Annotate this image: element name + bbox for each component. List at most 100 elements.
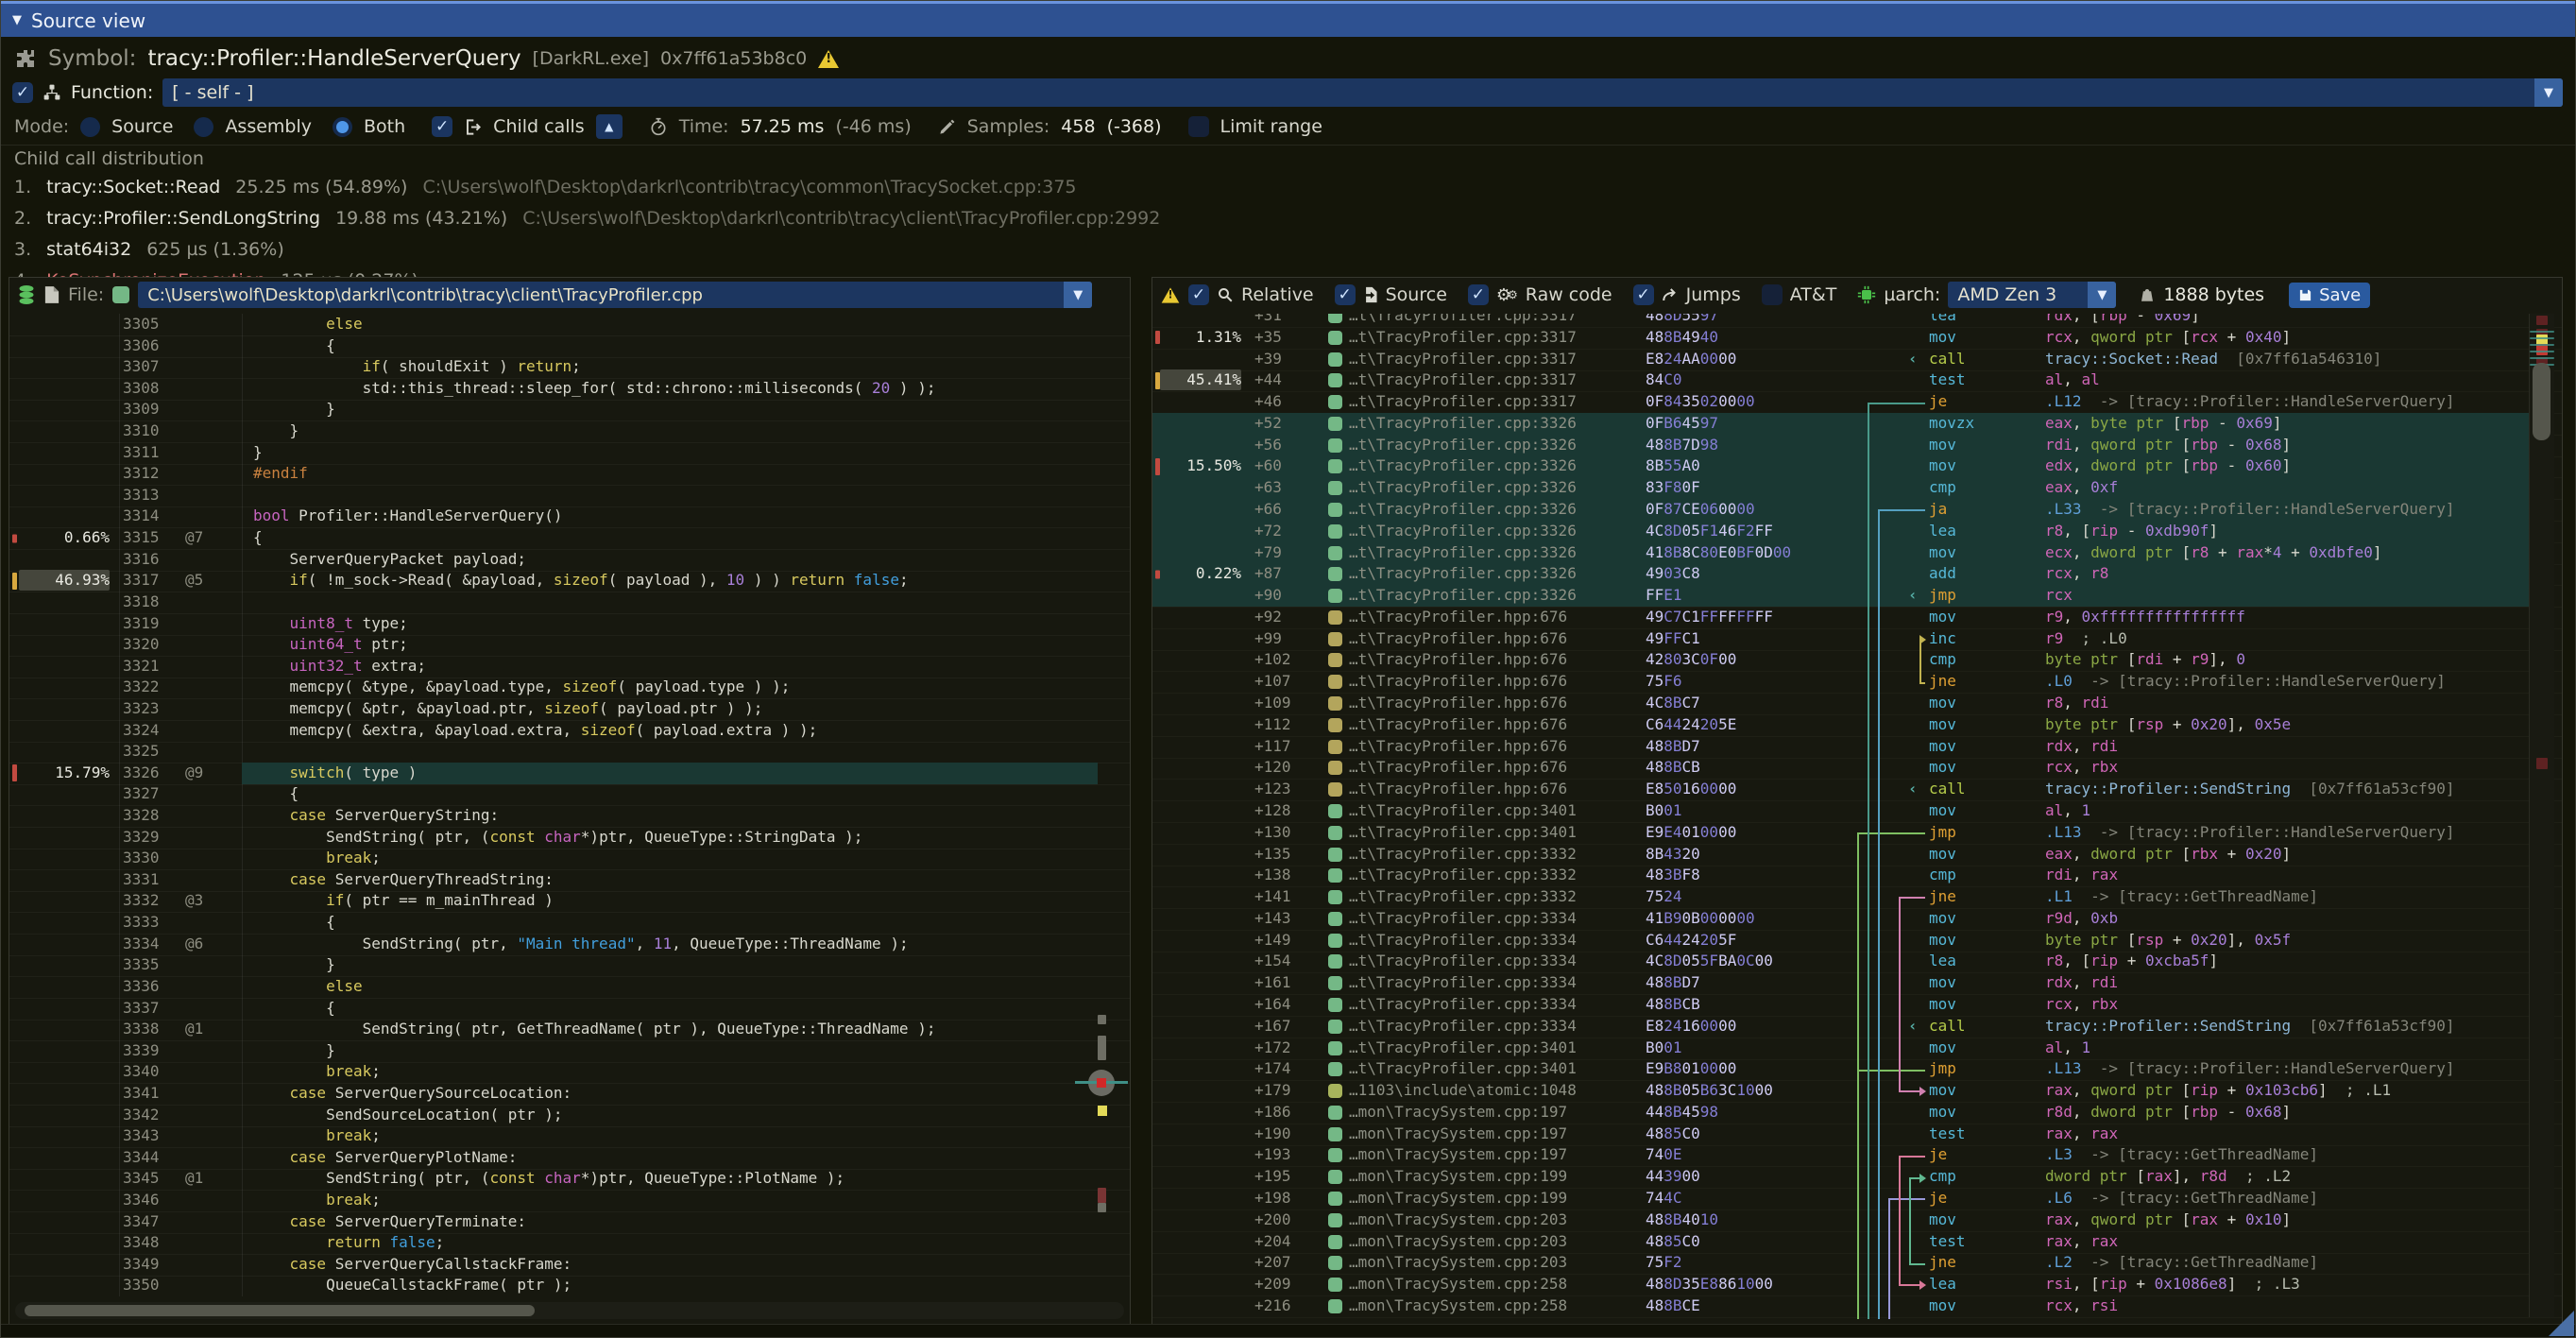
asm-row[interactable]: 45.41% +44 …t\TracyProfiler.cpp:3317 84C0 te…: [1152, 369, 2562, 393]
save-button[interactable]: Save: [2289, 282, 2371, 308]
source-line[interactable]: 0.66% 3315 @7 {: [9, 527, 1130, 551]
source-line[interactable]: 3348 return false;: [9, 1232, 1130, 1256]
source-line[interactable]: 3334 @6 SendString( ptr, "Main thread", 1…: [9, 934, 1130, 956]
asm-row[interactable]: +90 …t\TracyProfiler.cpp:3326 FFE1 ‹ jmp rcx: [1152, 585, 2562, 609]
radio-both[interactable]: [333, 116, 353, 137]
function-combo-arrow-icon[interactable]: ▼: [2534, 78, 2563, 107]
source-hscrollbar[interactable]: [15, 1302, 1124, 1319]
asm-row[interactable]: +72 …t\TracyProfiler.cpp:3326 4C8D05F146F2…: [1152, 520, 2562, 543]
source-line[interactable]: 3310 }: [9, 420, 1130, 444]
source-line[interactable]: 3324 memcpy( &extra, &payload.extra, siz…: [9, 720, 1130, 743]
asm-row[interactable]: +39 …t\TracyProfiler.cpp:3317 E824AA0000 ‹ c…: [1152, 349, 2562, 371]
raw-code-checkbox[interactable]: ✓: [1467, 284, 1489, 305]
asm-row[interactable]: 0.22% +87 …t\TracyProfiler.cpp:3326 4903C8 a…: [1152, 563, 2562, 587]
jumps-checkbox[interactable]: ✓: [1632, 284, 1654, 305]
source-line[interactable]: 3343 break;: [9, 1125, 1130, 1149]
source-line[interactable]: 3342 SendSourceLocation( ptr );: [9, 1105, 1130, 1127]
asm-row[interactable]: +99 …t\TracyProfiler.hpp:676 49FFC1 inc r9 ;…: [1152, 628, 2562, 651]
source-line[interactable]: 3316 ServerQueryPacket payload;: [9, 549, 1130, 572]
asm-row[interactable]: +149 …t\TracyProfiler.cpp:3334 C64424205F m…: [1152, 930, 2562, 952]
source-line[interactable]: 3350 QueueCallstackFrame( ptr );: [9, 1275, 1130, 1296]
child-call-item[interactable]: 4. KeSynchronizeExecution 125 µs (0.27%): [14, 270, 2555, 277]
source-line[interactable]: 3319 uint8_t type;: [9, 613, 1130, 636]
source-line[interactable]: 15.79% 3326 @9 switch( type ): [9, 762, 1130, 785]
source-line[interactable]: 3341 case ServerQuerySourceLocation:: [9, 1083, 1130, 1106]
source-line[interactable]: 3305 else: [9, 314, 1130, 336]
child-calls-checkbox[interactable]: ✓: [432, 116, 453, 137]
title-bar[interactable]: ▼ Source view: [1, 1, 2575, 37]
asm-row[interactable]: +107 …t\TracyProfiler.hpp:676 75F6 jne .L0 -…: [1152, 671, 2562, 695]
asm-row[interactable]: +66 …t\TracyProfiler.cpp:3326 0F87CE060000…: [1152, 499, 2562, 523]
source-line[interactable]: 3340 break;: [9, 1061, 1130, 1085]
uarch-combo-arrow-icon[interactable]: ▼: [2088, 282, 2117, 308]
source-line[interactable]: 3333 {: [9, 912, 1130, 935]
source-line[interactable]: 3349 case ServerQueryCallstackFrame:: [9, 1254, 1130, 1277]
source-line[interactable]: 3321 uint32_t extra;: [9, 656, 1130, 678]
asm-row[interactable]: +52 …t\TracyProfiler.cpp:3326 0FB64597 movz…: [1152, 412, 2562, 436]
source-line[interactable]: 3328 case ServerQueryString:: [9, 805, 1130, 829]
source-line[interactable]: 3329 SendString( ptr, (const char*)ptr, …: [9, 827, 1130, 849]
source-line[interactable]: 3338 @1 SendString( ptr, GetThreadName( p…: [9, 1019, 1130, 1042]
resize-grip[interactable]: [2549, 1311, 2574, 1336]
asm-row[interactable]: +46 …t\TracyProfiler.cpp:3317 0F8435020000…: [1152, 391, 2562, 415]
child-call-item[interactable]: 1. tracy::Socket::Read 25.25 ms (54.89%) C:…: [14, 177, 2555, 208]
asm-row[interactable]: +179 …1103\include\atomic:1048 488B05B63C1…: [1152, 1080, 2562, 1104]
asm-row[interactable]: +117 …t\TracyProfiler.hpp:676 488BD7 mov rdx…: [1152, 736, 2562, 759]
asm-row[interactable]: +123 …t\TracyProfiler.hpp:676 E850160000 ‹ c…: [1152, 779, 2562, 802]
asm-row[interactable]: +135 …t\TracyProfiler.cpp:3332 8B4320 mov ea…: [1152, 844, 2562, 866]
source-line[interactable]: 3325: [9, 741, 1130, 764]
source-line[interactable]: 3330 break;: [9, 848, 1130, 871]
file-combo-arrow-icon[interactable]: ▼: [1064, 282, 1093, 308]
source-hscroll-thumb[interactable]: [25, 1305, 535, 1316]
asm-row[interactable]: +167 …t\TracyProfiler.cpp:3334 E824160000 ‹…: [1152, 1016, 2562, 1038]
source-line[interactable]: 3314 bool Profiler::HandleServerQuery(): [9, 506, 1130, 529]
source-line[interactable]: 3332 @3 if( ptr == m_mainThread ): [9, 890, 1130, 914]
asm-row[interactable]: +79 …t\TracyProfiler.cpp:3326 418B8C80E0BF…: [1152, 541, 2562, 565]
child-call-item[interactable]: 2. tracy::Profiler::SendLongString 19.88 m…: [14, 208, 2555, 239]
asm-row[interactable]: +63 …t\TracyProfiler.cpp:3326 83F80F cmp eax…: [1152, 477, 2562, 501]
source-line[interactable]: 3312 #endif: [9, 463, 1130, 487]
asm-row[interactable]: +31 …t\TracyProfiler.cpp:3317 488D5597 lea r…: [1152, 314, 2562, 328]
source-line[interactable]: 3347 case ServerQueryTerminate:: [9, 1211, 1130, 1234]
source-line[interactable]: 3311}: [9, 442, 1130, 465]
source-line[interactable]: 3335 }: [9, 954, 1130, 978]
source-line[interactable]: 3313: [9, 485, 1130, 507]
source-line[interactable]: 3336 else: [9, 976, 1130, 999]
uarch-combo[interactable]: AMD Zen 3 ▼: [1948, 282, 2117, 308]
asm-row[interactable]: +128 …t\TracyProfiler.cpp:3401 B001 mov al, …: [1152, 800, 2562, 823]
asm-row[interactable]: 15.50% +60 …t\TracyProfiler.cpp:3326 8B55A0…: [1152, 455, 2562, 479]
child-call-item[interactable]: 3. stat64i32 625 µs (1.36%): [14, 239, 2555, 270]
source-line[interactable]: 3318: [9, 592, 1130, 614]
source-line[interactable]: 3339 }: [9, 1040, 1130, 1063]
asm-row[interactable]: +112 …t\TracyProfiler.hpp:676 C64424205E mo…: [1152, 714, 2562, 737]
source-checkbox[interactable]: ✓: [1334, 284, 1356, 305]
limit-range-checkbox[interactable]: [1187, 116, 1209, 137]
source-line[interactable]: 3337 {: [9, 998, 1130, 1021]
source-line[interactable]: 3306 {: [9, 335, 1130, 358]
source-line[interactable]: 3345 @1 SendString( ptr, (const char*)ptr…: [9, 1168, 1130, 1192]
file-combo[interactable]: C:\Users\wolf\Desktop\darkrl\contrib\tra…: [138, 282, 1093, 308]
assembly-vscroll-thumb[interactable]: [2533, 363, 2550, 440]
collapse-arrow-icon[interactable]: ▼: [12, 13, 22, 27]
radio-source[interactable]: [80, 116, 101, 137]
asm-row[interactable]: 1.31% +35 …t\TracyProfiler.cpp:3317 488B494…: [1152, 327, 2562, 350]
asm-row[interactable]: +109 …t\TracyProfiler.hpp:676 4C8BC7 mov r8,…: [1152, 693, 2562, 716]
source-line[interactable]: 3323 memcpy( &ptr, &payload.ptr, sizeof(…: [9, 698, 1130, 721]
radio-assembly[interactable]: [194, 116, 214, 137]
source-line[interactable]: 3327 {: [9, 783, 1130, 807]
source-line[interactable]: 3344 case ServerQueryPlotName:: [9, 1147, 1130, 1170]
assembly-vscrollbar[interactable]: [2529, 314, 2554, 1317]
source-line[interactable]: 3346 break;: [9, 1190, 1130, 1212]
source-line[interactable]: 46.93% 3317 @5 if( !m_sock->Read( &payload…: [9, 570, 1130, 593]
source-line[interactable]: 3308 std::this_thread::sleep_for( std::c…: [9, 378, 1130, 401]
asm-row[interactable]: +56 …t\TracyProfiler.cpp:3326 488B7D98 mov r…: [1152, 434, 2562, 457]
att-checkbox[interactable]: [1761, 284, 1783, 305]
function-checkbox[interactable]: ✓: [12, 82, 33, 103]
source-line[interactable]: 3331 case ServerQueryThreadString:: [9, 869, 1130, 892]
asm-row[interactable]: +120 …t\TracyProfiler.hpp:676 488BCB mov rcx…: [1152, 757, 2562, 780]
source-line[interactable]: 3307 if( shouldExit ) return;: [9, 356, 1130, 380]
source-line[interactable]: 3309 }: [9, 399, 1130, 422]
source-line[interactable]: 3322 memcpy( &type, &payload.type, sizeo…: [9, 677, 1130, 700]
function-combo[interactable]: [ - self - ] ▼: [162, 78, 2563, 107]
relative-checkbox[interactable]: ✓: [1188, 284, 1209, 305]
